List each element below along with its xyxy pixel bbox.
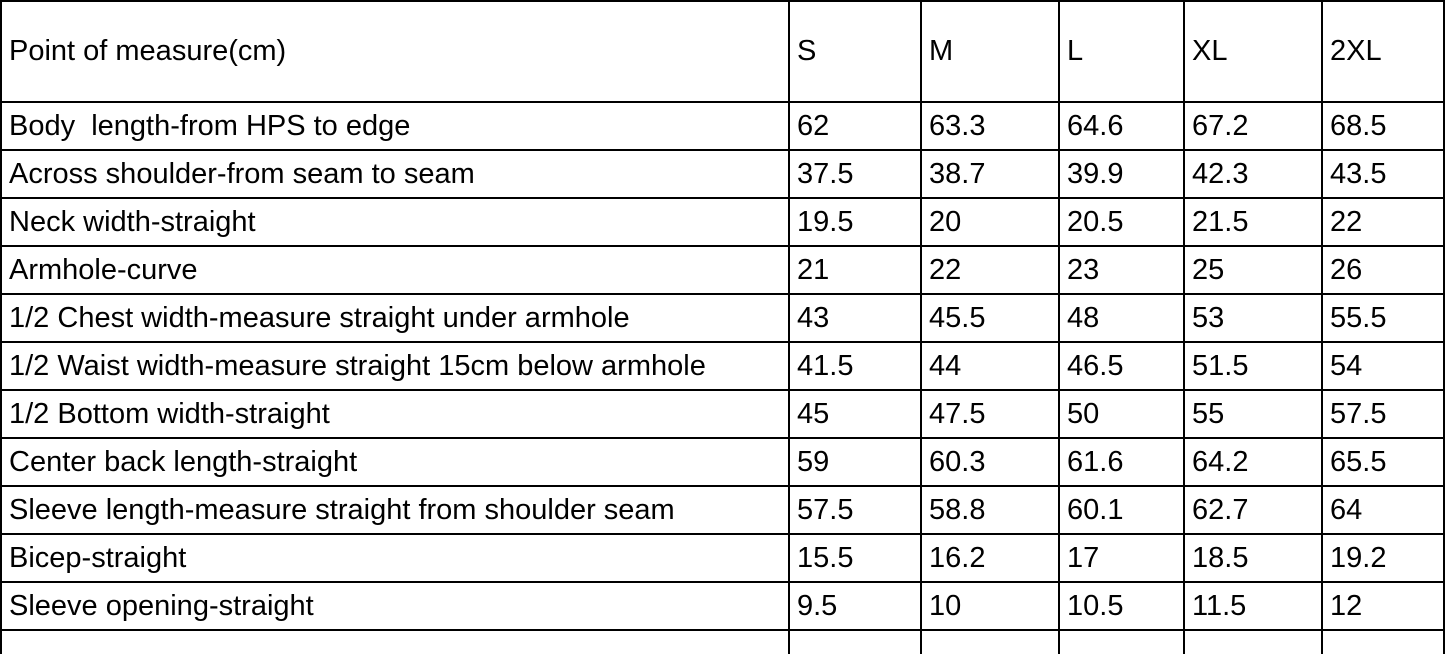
measure-label-cell: Bicep-straight (0, 533, 790, 583)
measure-label-cell: Sleeve opening-straight (0, 581, 790, 631)
size-value-cell-2xl: 43.5 (1321, 149, 1445, 199)
size-header-cell-xl: XL (1183, 0, 1323, 103)
size-value-cell-s: 19.5 (788, 197, 922, 247)
size-value-cell-s: 21 (788, 245, 922, 295)
measure-label-cell: Armhole-curve (0, 245, 790, 295)
size-value-cell-2xl: 68.5 (1321, 101, 1445, 151)
size-value-cell-l: 61.6 (1058, 437, 1185, 487)
size-value-cell-m: 60.3 (920, 437, 1060, 487)
measure-label-cell: Across shoulder-from seam to seam (0, 149, 790, 199)
size-value-cell-m (920, 629, 1060, 654)
size-value-cell-m: 10 (920, 581, 1060, 631)
table-row: Neck width-straight 19.5 20 20.5 21.5 22 (0, 197, 1445, 247)
size-value-cell-xl (1183, 629, 1323, 654)
size-value-cell-xl: 42.3 (1183, 149, 1323, 199)
table-row: Armhole-curve 21 22 23 25 26 (0, 245, 1445, 295)
size-value-cell-2xl: 12 (1321, 581, 1445, 631)
size-value-cell-s: 43 (788, 293, 922, 343)
size-value-cell-l (1058, 629, 1185, 654)
size-value-cell-xl: 62.7 (1183, 485, 1323, 535)
size-value-cell-s (788, 629, 922, 654)
size-value-cell-xl: 55 (1183, 389, 1323, 439)
table-row: Across shoulder-from seam to seam 37.5 3… (0, 149, 1445, 199)
size-value-cell-m: 44 (920, 341, 1060, 391)
table-body: Body length-from HPS to edge 62 63.3 64.… (0, 101, 1445, 654)
size-value-cell-xl: 21.5 (1183, 197, 1323, 247)
size-value-cell-s: 59 (788, 437, 922, 487)
size-header-cell-2xl: 2XL (1321, 0, 1445, 103)
size-value-cell-l: 20.5 (1058, 197, 1185, 247)
size-value-cell-2xl: 19.2 (1321, 533, 1445, 583)
table-row: Body length-from HPS to edge 62 63.3 64.… (0, 101, 1445, 151)
clipped-partial-row (0, 629, 1445, 654)
table-row: 1/2 Bottom width-straight 45 47.5 50 55 … (0, 389, 1445, 439)
size-value-cell-m: 58.8 (920, 485, 1060, 535)
size-value-cell-xl: 53 (1183, 293, 1323, 343)
size-value-cell-l: 17 (1058, 533, 1185, 583)
table-row: Center back length-straight 59 60.3 61.6… (0, 437, 1445, 487)
measure-header-cell: Point of measure(cm) (0, 0, 790, 103)
size-value-cell-m: 47.5 (920, 389, 1060, 439)
size-value-cell-l: 48 (1058, 293, 1185, 343)
size-header-cell-l: L (1058, 0, 1185, 103)
size-value-cell-xl: 25 (1183, 245, 1323, 295)
size-value-cell-s: 57.5 (788, 485, 922, 535)
measure-label-cell: 1/2 Waist width-measure straight 15cm be… (0, 341, 790, 391)
size-value-cell-m: 45.5 (920, 293, 1060, 343)
size-value-cell-2xl: 65.5 (1321, 437, 1445, 487)
measure-label-cell: Body length-from HPS to edge (0, 101, 790, 151)
table-row: Sleeve length-measure straight from shou… (0, 485, 1445, 535)
size-value-cell-m: 16.2 (920, 533, 1060, 583)
size-value-cell-l: 50 (1058, 389, 1185, 439)
size-value-cell-l: 60.1 (1058, 485, 1185, 535)
table-row: 1/2 Chest width-measure straight under a… (0, 293, 1445, 343)
size-value-cell-m: 63.3 (920, 101, 1060, 151)
size-value-cell-2xl (1321, 629, 1445, 654)
size-value-cell-2xl: 54 (1321, 341, 1445, 391)
size-value-cell-m: 38.7 (920, 149, 1060, 199)
size-value-cell-m: 22 (920, 245, 1060, 295)
size-header-cell-m: M (920, 0, 1060, 103)
size-value-cell-2xl: 22 (1321, 197, 1445, 247)
size-value-cell-xl: 51.5 (1183, 341, 1323, 391)
size-value-cell-2xl: 55.5 (1321, 293, 1445, 343)
measure-label-cell: 1/2 Bottom width-straight (0, 389, 790, 439)
size-header-cell-s: S (788, 0, 922, 103)
size-value-cell-m: 20 (920, 197, 1060, 247)
size-value-cell-l: 39.9 (1058, 149, 1185, 199)
size-value-cell-2xl: 57.5 (1321, 389, 1445, 439)
measure-label-cell: Sleeve length-measure straight from shou… (0, 485, 790, 535)
size-value-cell-2xl: 64 (1321, 485, 1445, 535)
size-value-cell-s: 37.5 (788, 149, 922, 199)
size-value-cell-l: 46.5 (1058, 341, 1185, 391)
measure-label-cell: 1/2 Chest width-measure straight under a… (0, 293, 790, 343)
size-value-cell-2xl: 26 (1321, 245, 1445, 295)
measure-label-cell: Center back length-straight (0, 437, 790, 487)
size-value-cell-xl: 64.2 (1183, 437, 1323, 487)
size-value-cell-l: 64.6 (1058, 101, 1185, 151)
table-row: Sleeve opening-straight 9.5 10 10.5 11.5… (0, 581, 1445, 631)
measure-label-cell (0, 629, 790, 654)
size-value-cell-s: 45 (788, 389, 922, 439)
size-value-cell-s: 9.5 (788, 581, 922, 631)
size-value-cell-xl: 18.5 (1183, 533, 1323, 583)
size-value-cell-l: 10.5 (1058, 581, 1185, 631)
table-row: Bicep-straight 15.5 16.2 17 18.5 19.2 (0, 533, 1445, 583)
table-row: 1/2 Waist width-measure straight 15cm be… (0, 341, 1445, 391)
measure-label-cell: Neck width-straight (0, 197, 790, 247)
size-value-cell-l: 23 (1058, 245, 1185, 295)
size-value-cell-xl: 67.2 (1183, 101, 1323, 151)
size-value-cell-s: 62 (788, 101, 922, 151)
size-value-cell-xl: 11.5 (1183, 581, 1323, 631)
header-row: Point of measure(cm) S M L XL 2XL (0, 0, 1445, 103)
size-value-cell-s: 15.5 (788, 533, 922, 583)
size-value-cell-s: 41.5 (788, 341, 922, 391)
